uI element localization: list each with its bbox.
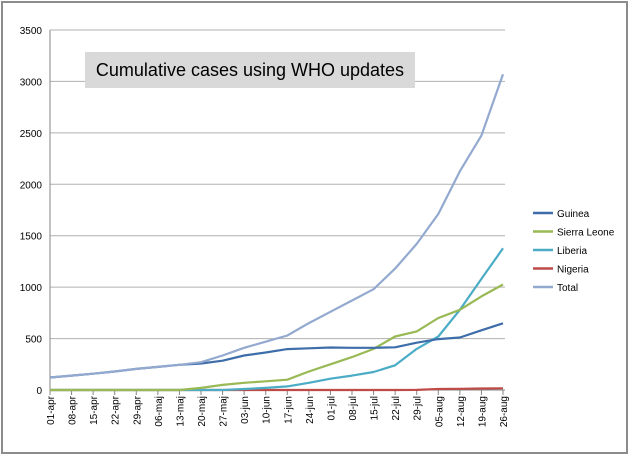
legend-label: Total <box>557 283 578 294</box>
x-tick-label: 20-maj <box>197 396 208 427</box>
x-tick-label: 13-maj <box>175 396 186 427</box>
x-tick-label: 10-jun <box>262 396 273 424</box>
series-line-sierra-leone <box>50 283 504 392</box>
y-tick-label: 0 <box>36 386 42 397</box>
chart-title: Cumulative cases using WHO updates <box>85 52 415 88</box>
y-tick-label: 3000 <box>20 77 43 88</box>
x-tick-label: 08-apr <box>68 395 79 425</box>
x-tick-label: 12-aug <box>456 396 467 427</box>
x-tick-label: 29-jul <box>413 396 424 420</box>
x-tick-label: 15-jul <box>370 396 381 420</box>
y-tick-label: 2500 <box>20 129 43 140</box>
y-tick-label: 3500 <box>20 26 43 37</box>
x-tick-label: 24-jun <box>305 396 316 424</box>
x-tick-label: 17-jun <box>283 396 294 424</box>
x-tick-label: 15-apr <box>89 395 100 425</box>
x-tick-label: 01-apr <box>46 395 57 425</box>
x-tick-label: 26-aug <box>499 396 510 427</box>
x-tick-label: 08-jul <box>348 396 359 420</box>
legend-label: Sierra Leone <box>557 228 615 239</box>
y-tick-label: 1500 <box>20 232 43 243</box>
x-tick-label: 05-aug <box>434 396 445 427</box>
x-tick-label: 06-maj <box>154 396 165 427</box>
x-tick-label: 27-maj <box>219 396 230 427</box>
x-tick-label: 19-aug <box>477 396 488 427</box>
y-tick-label: 500 <box>25 335 42 346</box>
x-tick-label: 22-apr <box>111 395 122 425</box>
x-tick-label: 01-jul <box>326 396 337 420</box>
legend-label: Nigeria <box>557 265 589 276</box>
legend-label: Liberia <box>557 246 587 257</box>
x-tick-label: 29-apr <box>132 395 143 425</box>
series-line-guinea <box>49 322 504 379</box>
series-line-total <box>49 73 505 379</box>
y-tick-label: 1000 <box>20 283 43 294</box>
y-tick-label: 2000 <box>20 180 43 191</box>
x-tick-label: 22-jul <box>391 396 402 420</box>
legend-label: Guinea <box>557 209 590 220</box>
x-tick-label: 03-jun <box>240 396 251 424</box>
